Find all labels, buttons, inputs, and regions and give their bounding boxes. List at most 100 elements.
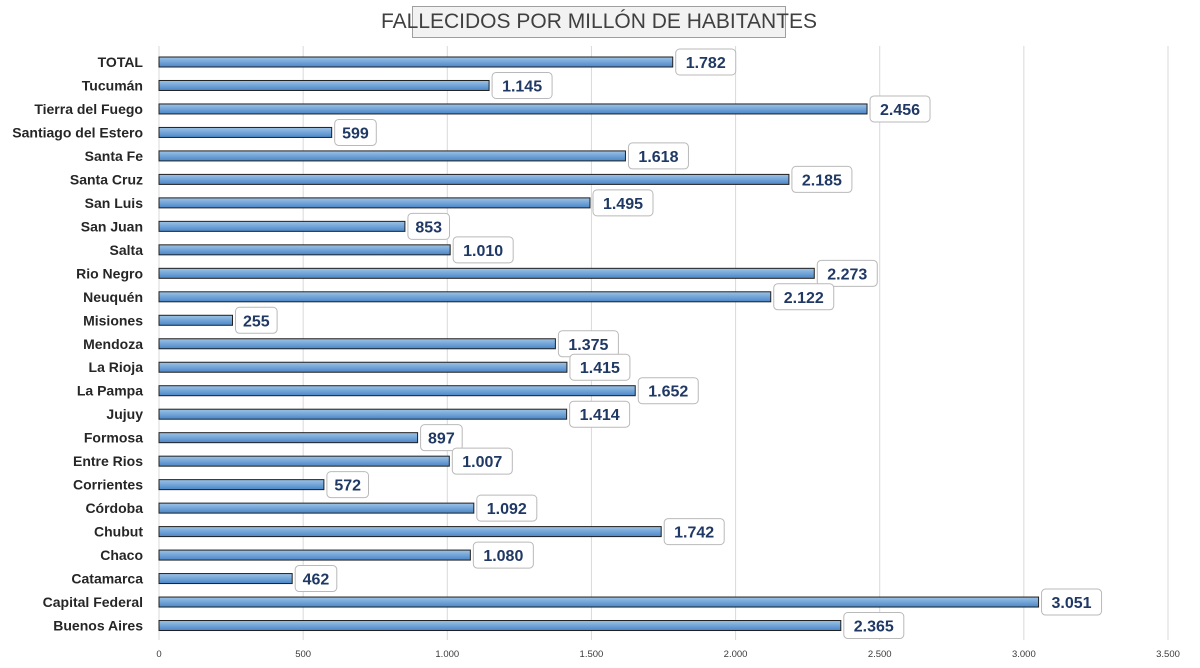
category-labels: TOTAL Tucumán Tierra del Fuego Santiago del… (12, 54, 143, 634)
bar (158, 385, 636, 397)
bar (158, 596, 1040, 608)
data-label-box (472, 541, 534, 569)
category-label: Chaco (100, 547, 143, 563)
data-label: 2.365 (854, 619, 894, 636)
category-label: Córdoba (85, 500, 143, 516)
data-label: 1.145 (502, 78, 542, 95)
category-label: Catamarca (71, 571, 143, 587)
category-label: Buenos Aires (53, 618, 143, 634)
bar (158, 455, 450, 467)
bar (158, 220, 406, 232)
x-tick-label: 500 (295, 649, 311, 660)
data-label: 1.415 (580, 360, 620, 377)
category-label: Rio Negro (76, 265, 143, 281)
bar (158, 338, 556, 350)
category-label: Santa Fe (85, 148, 144, 164)
data-label: 599 (342, 125, 369, 142)
data-label: 1.782 (686, 55, 726, 72)
data-label-box (773, 283, 835, 311)
category-label: La Rioja (89, 359, 144, 375)
data-label-box (334, 118, 377, 146)
bar (158, 79, 490, 91)
chart-title-box: FALLECIDOS POR MILLÓN DE HABITANTES (381, 6, 817, 38)
category-label: La Pampa (77, 383, 143, 399)
data-label: 255 (243, 313, 270, 330)
bar (158, 573, 293, 585)
data-label: 1.375 (568, 337, 608, 354)
data-label-box (476, 494, 538, 522)
data-label-box (569, 353, 631, 381)
bar (158, 126, 333, 138)
bar (158, 620, 842, 632)
data-label: 1.414 (580, 407, 620, 424)
data-label: 1.742 (674, 525, 714, 542)
data-label-box (452, 236, 514, 264)
data-label-box (407, 212, 451, 240)
data-label: 1.092 (487, 501, 527, 518)
category-label: Salta (110, 242, 144, 258)
bar (158, 526, 662, 538)
data-label-box (1041, 588, 1103, 616)
bar (158, 103, 868, 115)
category-label: Jujuy (106, 406, 143, 422)
data-label: 462 (303, 572, 330, 589)
data-label: 2.273 (827, 266, 867, 283)
x-axis-ticks: 0 500 1.000 1.500 2.000 2.500 3.000 3.500 (156, 649, 1180, 660)
data-label-box (294, 565, 338, 593)
bar (158, 314, 234, 326)
category-label: Santiago del Estero (12, 124, 143, 140)
data-label-box (843, 612, 905, 640)
data-label-box (675, 48, 737, 76)
data-label-box (869, 95, 931, 123)
x-tick-label: 1.500 (580, 649, 604, 660)
data-label: 1.007 (462, 454, 502, 471)
bar (158, 549, 471, 561)
category-label: Chubut (94, 524, 143, 540)
category-label: Formosa (84, 430, 143, 446)
bar (158, 479, 325, 491)
category-label: Neuquén (83, 289, 143, 305)
data-labels: 1.782 1.145 2.456 599 1.618 2.185 1.495 853 1.01… (235, 48, 1103, 640)
bar (158, 432, 419, 444)
data-label: 1.010 (463, 243, 503, 260)
data-label-box (592, 189, 654, 217)
bar (158, 267, 815, 279)
x-tick-label: 3.000 (1012, 649, 1036, 660)
data-label-box (451, 447, 513, 475)
chart-title: FALLECIDOS POR MILLÓN DE HABITANTES (380, 10, 818, 33)
data-label: 897 (428, 431, 455, 448)
category-label: San Luis (85, 195, 144, 211)
x-tick-label: 1.000 (435, 649, 459, 660)
category-label: TOTAL (98, 54, 144, 70)
data-label: 1.652 (648, 384, 688, 401)
bars (158, 56, 1040, 632)
x-tick-label: 2.000 (724, 649, 748, 660)
data-label: 1.618 (638, 149, 678, 166)
bar (158, 502, 475, 514)
data-label: 2.185 (802, 172, 842, 189)
x-tick-label: 2.500 (868, 649, 892, 660)
category-label: Capital Federal (43, 594, 143, 610)
category-label: Santa Cruz (70, 171, 143, 187)
category-label: Tucumán (82, 77, 143, 93)
x-tick-label: 3.500 (1156, 649, 1180, 660)
data-label-box (637, 377, 699, 405)
bar (158, 56, 674, 68)
bar (158, 361, 568, 373)
category-label: Misiones (83, 312, 143, 328)
data-label: 1.495 (603, 196, 643, 213)
data-label: 1.080 (483, 548, 523, 565)
data-label-box (420, 424, 463, 452)
bar (158, 291, 772, 303)
category-label: Mendoza (83, 336, 143, 352)
data-label-box (491, 71, 553, 99)
category-label: San Juan (81, 218, 143, 234)
data-label: 3.051 (1052, 595, 1092, 612)
data-label: 2.456 (880, 102, 920, 119)
data-label-box (791, 165, 853, 193)
data-label-box (627, 142, 689, 170)
data-label-box (816, 259, 878, 287)
bar (158, 150, 626, 162)
